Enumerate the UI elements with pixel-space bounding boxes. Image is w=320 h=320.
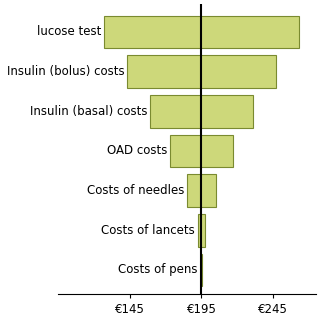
Text: Insulin (bolus) costs: Insulin (bolus) costs — [7, 65, 124, 78]
Text: Costs of lancets: Costs of lancets — [101, 224, 195, 237]
Text: OAD costs: OAD costs — [107, 144, 167, 157]
Bar — [127, 55, 276, 88]
Text: Costs of needles: Costs of needles — [87, 184, 184, 197]
Text: Insulin (basal) costs: Insulin (basal) costs — [29, 105, 147, 118]
Text: lucose test: lucose test — [37, 26, 101, 38]
Bar — [198, 214, 205, 247]
Bar — [187, 174, 216, 207]
Text: Costs of pens: Costs of pens — [118, 263, 198, 276]
Bar — [150, 95, 253, 128]
Bar — [104, 16, 299, 48]
Bar — [170, 135, 233, 167]
Bar — [201, 254, 202, 286]
